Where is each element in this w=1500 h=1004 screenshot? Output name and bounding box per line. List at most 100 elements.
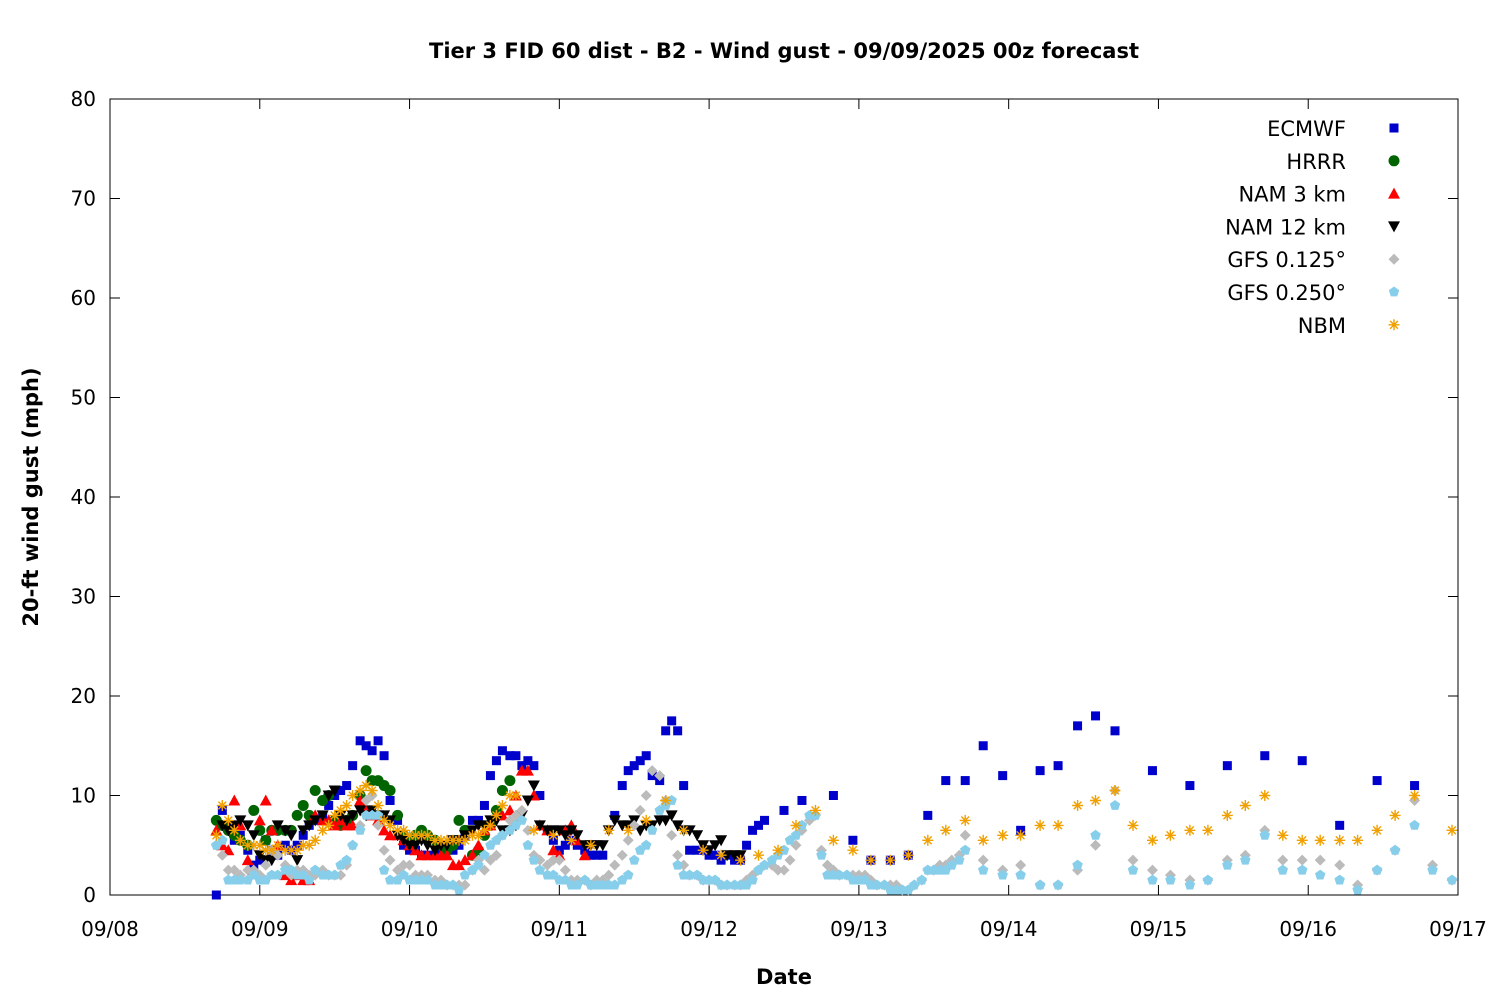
legend-marker — [1388, 319, 1400, 331]
data-point — [228, 794, 241, 806]
y-axis-label: 20-ft wind gust (mph) — [19, 367, 43, 626]
data-point — [503, 804, 516, 816]
legend-marker — [1388, 155, 1400, 167]
data-point — [959, 814, 971, 826]
data-point — [660, 795, 672, 806]
data-point — [1446, 874, 1458, 885]
data-point — [422, 829, 433, 841]
data-point — [1109, 800, 1121, 810]
data-point — [592, 850, 602, 860]
data-point — [661, 726, 671, 736]
data-point — [516, 814, 528, 825]
data-point — [778, 864, 790, 876]
legend-item: HRRR — [1286, 150, 1400, 174]
legend-item: GFS 0.250° — [1227, 281, 1400, 305]
x-tick-label: 09/09 — [231, 917, 289, 941]
data-point — [640, 790, 652, 801]
data-point — [528, 854, 540, 865]
data-point — [608, 815, 621, 827]
data-point — [347, 790, 359, 801]
series-5 — [211, 795, 1458, 895]
data-point — [1222, 761, 1232, 771]
data-point — [1334, 834, 1346, 846]
data-point — [672, 849, 684, 861]
data-point — [721, 879, 733, 890]
data-point — [1072, 800, 1084, 811]
data-point — [416, 829, 427, 841]
data-point — [603, 869, 615, 881]
data-point — [272, 869, 283, 880]
data-point — [297, 839, 309, 851]
data-point — [421, 840, 434, 852]
data-point — [977, 834, 989, 846]
legend-marker — [1388, 253, 1400, 265]
data-point — [797, 795, 807, 805]
data-point — [316, 810, 329, 822]
data-point — [665, 810, 678, 822]
data-point — [222, 864, 234, 876]
data-point — [692, 845, 702, 855]
data-point — [323, 819, 335, 831]
data-point — [673, 726, 683, 736]
data-point — [265, 824, 278, 836]
data-point — [354, 785, 366, 796]
data-point — [623, 869, 634, 880]
data-point — [222, 844, 235, 856]
data-point — [586, 850, 596, 860]
data-point — [272, 839, 284, 851]
data-point — [678, 824, 690, 836]
data-point — [216, 800, 228, 811]
data-point — [485, 771, 495, 781]
data-point — [398, 869, 409, 880]
data-point — [1185, 781, 1195, 791]
data-point — [596, 840, 609, 852]
data-point — [435, 834, 447, 846]
data-point — [1109, 785, 1121, 796]
data-point — [452, 859, 465, 871]
data-point — [260, 844, 272, 856]
data-point — [355, 736, 365, 746]
data-point — [667, 716, 677, 726]
data-point — [1052, 819, 1064, 831]
data-point — [816, 849, 827, 860]
data-point — [298, 869, 309, 880]
data-point — [810, 804, 821, 816]
data-point — [1334, 874, 1345, 885]
x-tick-label: 09/13 — [830, 917, 888, 941]
data-point — [535, 791, 545, 800]
x-tick-label: 09/08 — [81, 917, 139, 941]
legend-label: HRRR — [1286, 150, 1346, 174]
data-point — [959, 829, 971, 841]
data-point — [309, 834, 321, 846]
data-point — [1240, 854, 1251, 865]
data-point — [504, 775, 516, 787]
data-point — [348, 761, 358, 771]
data-point — [1147, 874, 1158, 885]
data-point — [235, 874, 246, 885]
data-point — [342, 781, 352, 791]
data-point — [1015, 829, 1027, 841]
legend: ECMWF HRRR NAM 3 km NAM 12 km GFS 0.125° GFS … — [1225, 117, 1400, 338]
data-point — [1297, 756, 1307, 766]
x-tick-label: 09/12 — [680, 917, 738, 941]
data-point — [691, 869, 703, 880]
data-point — [1127, 864, 1139, 875]
data-point — [1091, 711, 1101, 721]
y-tick-label: 60 — [71, 286, 96, 310]
legend-item: NBM — [1298, 314, 1400, 338]
data-point — [553, 825, 566, 837]
data-point — [248, 804, 260, 816]
data-point — [1034, 879, 1046, 890]
data-point — [222, 814, 234, 826]
data-point — [384, 785, 396, 797]
data-point — [753, 849, 764, 861]
data-point — [571, 830, 584, 842]
data-point — [479, 800, 489, 810]
data-point — [641, 839, 652, 850]
data-point — [841, 869, 853, 880]
data-point — [684, 869, 695, 880]
data-point — [884, 854, 896, 866]
data-point — [324, 800, 334, 810]
data-point — [691, 830, 704, 842]
data-point — [960, 776, 970, 786]
